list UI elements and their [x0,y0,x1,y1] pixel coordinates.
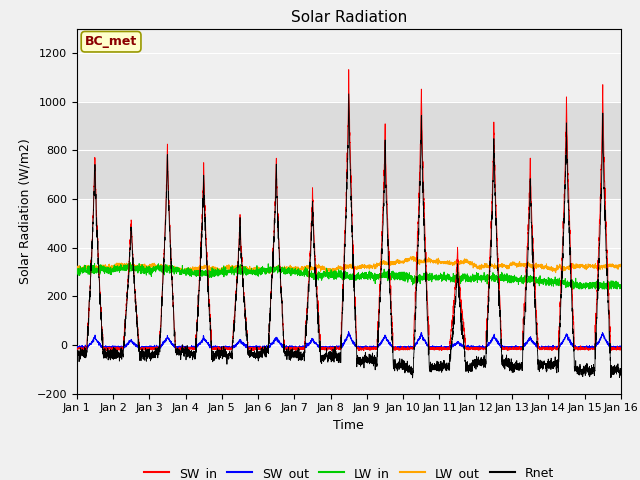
Title: Solar Radiation: Solar Radiation [291,10,407,25]
Legend: SW_in, SW_out, LW_in, LW_out, Rnet: SW_in, SW_out, LW_in, LW_out, Rnet [139,462,559,480]
Y-axis label: Solar Radiation (W/m2): Solar Radiation (W/m2) [18,138,31,284]
Text: BC_met: BC_met [85,35,137,48]
Bar [77,102,621,199]
X-axis label: Time: Time [333,419,364,432]
